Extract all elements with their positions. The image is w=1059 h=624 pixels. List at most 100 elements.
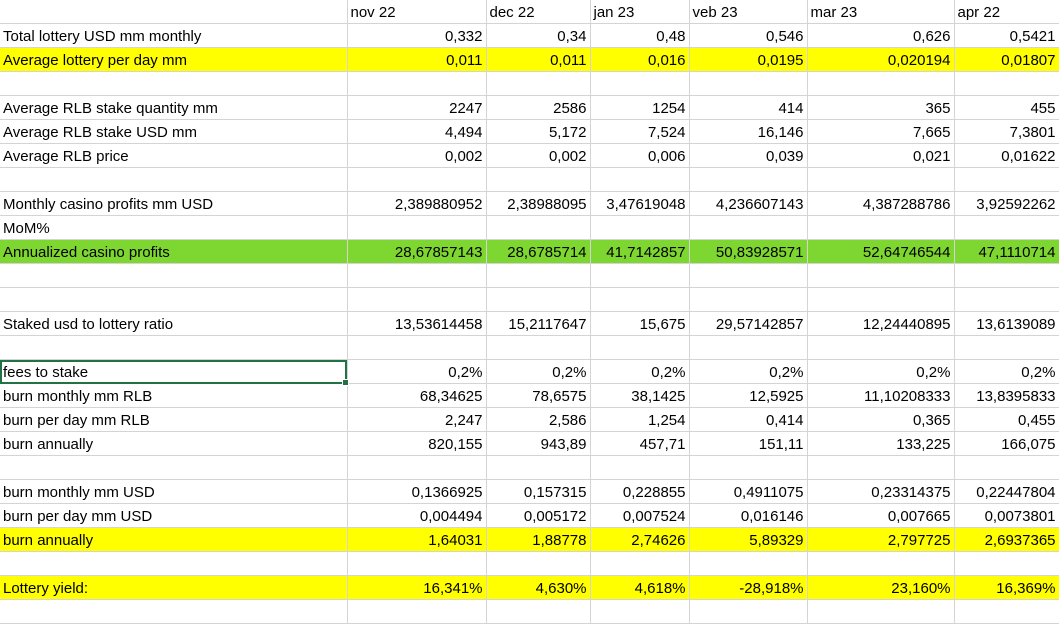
value-cell[interactable]: 16,341%	[347, 575, 487, 600]
value-cell[interactable]: 13,53614458	[347, 311, 487, 336]
fill-handle[interactable]	[342, 378, 349, 386]
value-cell[interactable]	[954, 215, 1059, 240]
value-cell[interactable]: 2,38988095	[486, 191, 591, 216]
value-cell[interactable]: 7,665	[807, 119, 955, 144]
value-cell[interactable]: 455	[954, 95, 1059, 120]
value-cell[interactable]: 414	[689, 95, 808, 120]
value-cell[interactable]	[807, 551, 955, 576]
value-cell[interactable]: 0,626	[807, 23, 955, 48]
value-cell[interactable]: 28,67857143	[347, 239, 487, 264]
value-cell[interactable]	[486, 599, 591, 624]
value-cell[interactable]: 13,8395833	[954, 383, 1059, 408]
value-cell[interactable]: 12,24440895	[807, 311, 955, 336]
value-cell[interactable]	[689, 551, 808, 576]
value-cell[interactable]: 52,64746544	[807, 239, 955, 264]
row-label-cell[interactable]	[0, 551, 348, 576]
value-cell[interactable]: 0,0195	[689, 47, 808, 72]
value-cell[interactable]: 41,7142857	[590, 239, 690, 264]
row-label-cell[interactable]: Average lottery per day mm	[0, 47, 348, 72]
value-cell[interactable]: 4,630%	[486, 575, 591, 600]
row-label-cell[interactable]: Annualized casino profits	[0, 239, 348, 264]
value-cell[interactable]: 0,006	[590, 143, 690, 168]
selected-cell[interactable]: fees to stake	[0, 359, 348, 384]
value-cell[interactable]: 2,6937365	[954, 527, 1059, 552]
value-cell[interactable]: 4,494	[347, 119, 487, 144]
value-cell[interactable]: 2,797725	[807, 527, 955, 552]
value-cell[interactable]: 78,6575	[486, 383, 591, 408]
value-cell[interactable]: 1,254	[590, 407, 690, 432]
value-cell[interactable]: 0,020194	[807, 47, 955, 72]
value-cell[interactable]: 365	[807, 95, 955, 120]
value-cell[interactable]	[689, 263, 808, 288]
value-cell[interactable]	[590, 263, 690, 288]
value-cell[interactable]	[486, 167, 591, 192]
value-cell[interactable]	[954, 263, 1059, 288]
value-cell[interactable]	[347, 167, 487, 192]
value-cell[interactable]: 16,369%	[954, 575, 1059, 600]
value-cell[interactable]: 1254	[590, 95, 690, 120]
row-label-cell[interactable]	[0, 335, 348, 360]
row-label-cell[interactable]: Staked usd to lottery ratio	[0, 311, 348, 336]
value-cell[interactable]: 7,3801	[954, 119, 1059, 144]
value-cell[interactable]	[689, 335, 808, 360]
value-cell[interactable]: 0,016146	[689, 503, 808, 528]
value-cell[interactable]: 0,004494	[347, 503, 487, 528]
value-cell[interactable]	[486, 215, 591, 240]
row-label-cell[interactable]: burn monthly mm USD	[0, 479, 348, 504]
value-cell[interactable]: 943,89	[486, 431, 591, 456]
value-cell[interactable]: 29,57142857	[689, 311, 808, 336]
value-cell[interactable]: 68,34625	[347, 383, 487, 408]
row-label-cell[interactable]: burn annually	[0, 527, 348, 552]
value-cell[interactable]: 0,228855	[590, 479, 690, 504]
value-cell[interactable]: 1,88778	[486, 527, 591, 552]
value-cell[interactable]	[347, 335, 487, 360]
value-cell[interactable]: 3,92592262	[954, 191, 1059, 216]
value-cell[interactable]: 0,2%	[347, 359, 487, 384]
value-cell[interactable]: 23,160%	[807, 575, 955, 600]
row-label-cell[interactable]: burn monthly mm RLB	[0, 383, 348, 408]
row-label-cell[interactable]: MoM%	[0, 215, 348, 240]
value-cell[interactable]: 7,524	[590, 119, 690, 144]
value-cell[interactable]	[590, 71, 690, 96]
value-cell[interactable]: 0,546	[689, 23, 808, 48]
value-cell[interactable]	[486, 335, 591, 360]
row-label-cell[interactable]: burn annually	[0, 431, 348, 456]
value-cell[interactable]: 0,5421	[954, 23, 1059, 48]
row-label-cell[interactable]: Average RLB stake quantity mm	[0, 95, 348, 120]
row-label-cell[interactable]	[0, 263, 348, 288]
value-cell[interactable]	[590, 455, 690, 480]
value-cell[interactable]	[954, 599, 1059, 624]
value-cell[interactable]: 2,247	[347, 407, 487, 432]
value-cell[interactable]	[689, 215, 808, 240]
value-cell[interactable]: 0,2%	[954, 359, 1059, 384]
column-header-cell[interactable]: dec 22	[486, 0, 591, 24]
value-cell[interactable]: 0,414	[689, 407, 808, 432]
corner-cell[interactable]	[0, 0, 348, 24]
value-cell[interactable]	[347, 455, 487, 480]
value-cell[interactable]	[954, 551, 1059, 576]
column-header-cell[interactable]: jan 23	[590, 0, 690, 24]
row-label-cell[interactable]: Average RLB price	[0, 143, 348, 168]
value-cell[interactable]: 16,146	[689, 119, 808, 144]
value-cell[interactable]: 2,586	[486, 407, 591, 432]
column-header-cell[interactable]: apr 22	[954, 0, 1059, 24]
value-cell[interactable]: 38,1425	[590, 383, 690, 408]
value-cell[interactable]: 0,34	[486, 23, 591, 48]
value-cell[interactable]	[807, 455, 955, 480]
value-cell[interactable]: 0,332	[347, 23, 487, 48]
value-cell[interactable]: -28,918%	[689, 575, 808, 600]
value-cell[interactable]: 0,007524	[590, 503, 690, 528]
value-cell[interactable]	[807, 71, 955, 96]
value-cell[interactable]: 0,011	[486, 47, 591, 72]
value-cell[interactable]	[347, 215, 487, 240]
row-label-cell[interactable]: Lottery yield:	[0, 575, 348, 600]
value-cell[interactable]	[954, 287, 1059, 312]
value-cell[interactable]: 4,236607143	[689, 191, 808, 216]
value-cell[interactable]: 47,1110714	[954, 239, 1059, 264]
value-cell[interactable]: 0,22447804	[954, 479, 1059, 504]
value-cell[interactable]: 151,11	[689, 431, 808, 456]
value-cell[interactable]	[689, 287, 808, 312]
value-cell[interactable]	[590, 599, 690, 624]
value-cell[interactable]: 15,675	[590, 311, 690, 336]
value-cell[interactable]	[347, 71, 487, 96]
